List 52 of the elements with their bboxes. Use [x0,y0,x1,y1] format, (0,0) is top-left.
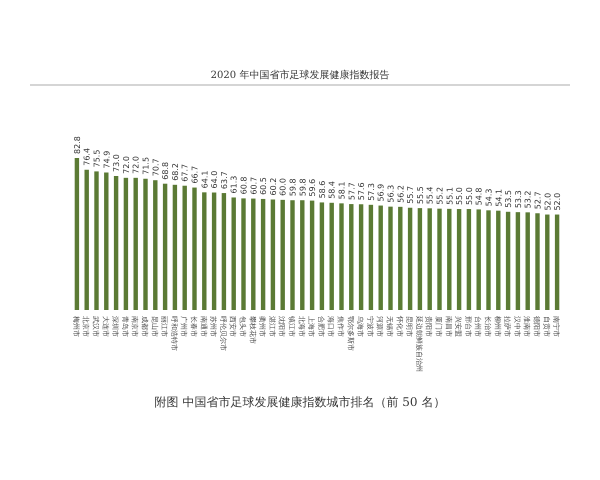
data-label: 57.3 [366,183,376,201]
data-label: 60.0 [278,178,288,196]
data-label: 68.8 [161,162,170,180]
data-label: 56.9 [376,184,386,202]
data-label: 56.3 [386,184,396,203]
data-label: 82.8 [72,136,82,154]
data-label: 61.3 [230,176,239,194]
data-label: 63.7 [220,171,229,190]
data-label: 60.5 [259,177,268,195]
data-label: 72.0 [122,156,131,174]
data-label: 53.2 [524,190,533,208]
data-label: 75.5 [92,150,102,168]
data-label: 60.7 [249,176,258,195]
data-label: 52.7 [534,191,542,210]
data-label: 58.1 [338,182,346,200]
data-label: 74.9 [102,150,112,168]
text: 附图 中国省市足球发展健康指数城市排名（前 50 名） [154,395,446,409]
title: 2020 年中国省市足球发展健康指数报告 [210,70,390,81]
data-label: 55.1 [445,187,454,205]
data-label: 71.5 [142,156,150,175]
data-label: 54.1 [494,188,504,207]
data-label: 55.2 [436,186,444,205]
data-label: 76.4 [82,148,92,166]
data-label: 68.2 [170,162,180,181]
data-label: 70.7 [151,158,160,176]
data-label: 53.3 [514,190,523,208]
data-label: 64.0 [210,170,220,189]
data-label: 58.6 [318,180,327,198]
data-label: 55.0 [455,187,464,206]
data-label: 67.7 [180,164,190,182]
data-label: 54.8 [474,188,484,206]
data-label: 54.3 [484,188,494,206]
data-label: 59.6 [308,178,318,197]
data-label: 60.8 [240,176,248,194]
data-label: 73.0 [112,154,122,172]
data-label: 57.7 [347,182,356,200]
data-label: 59.8 [298,178,308,196]
data-label: 55.7 [406,186,416,204]
data-label: 72.0 [132,156,141,174]
data-label: 52.0 [553,192,562,211]
data-label: 52.0 [543,192,552,211]
data-label: 55.0 [464,187,474,206]
data-label: 57.6 [357,182,366,200]
data-label: 58.4 [328,180,337,199]
data-label: 60.2 [268,178,278,196]
data-label: 53.5 [504,190,514,208]
data-label: 56.2 [396,185,406,203]
data-label: 55.4 [426,186,435,204]
data-label: 66.7 [190,166,200,184]
data-label: 64.1 [200,170,210,188]
data-label: 59.8 [288,178,298,196]
data-label: 55.5 [416,186,425,204]
